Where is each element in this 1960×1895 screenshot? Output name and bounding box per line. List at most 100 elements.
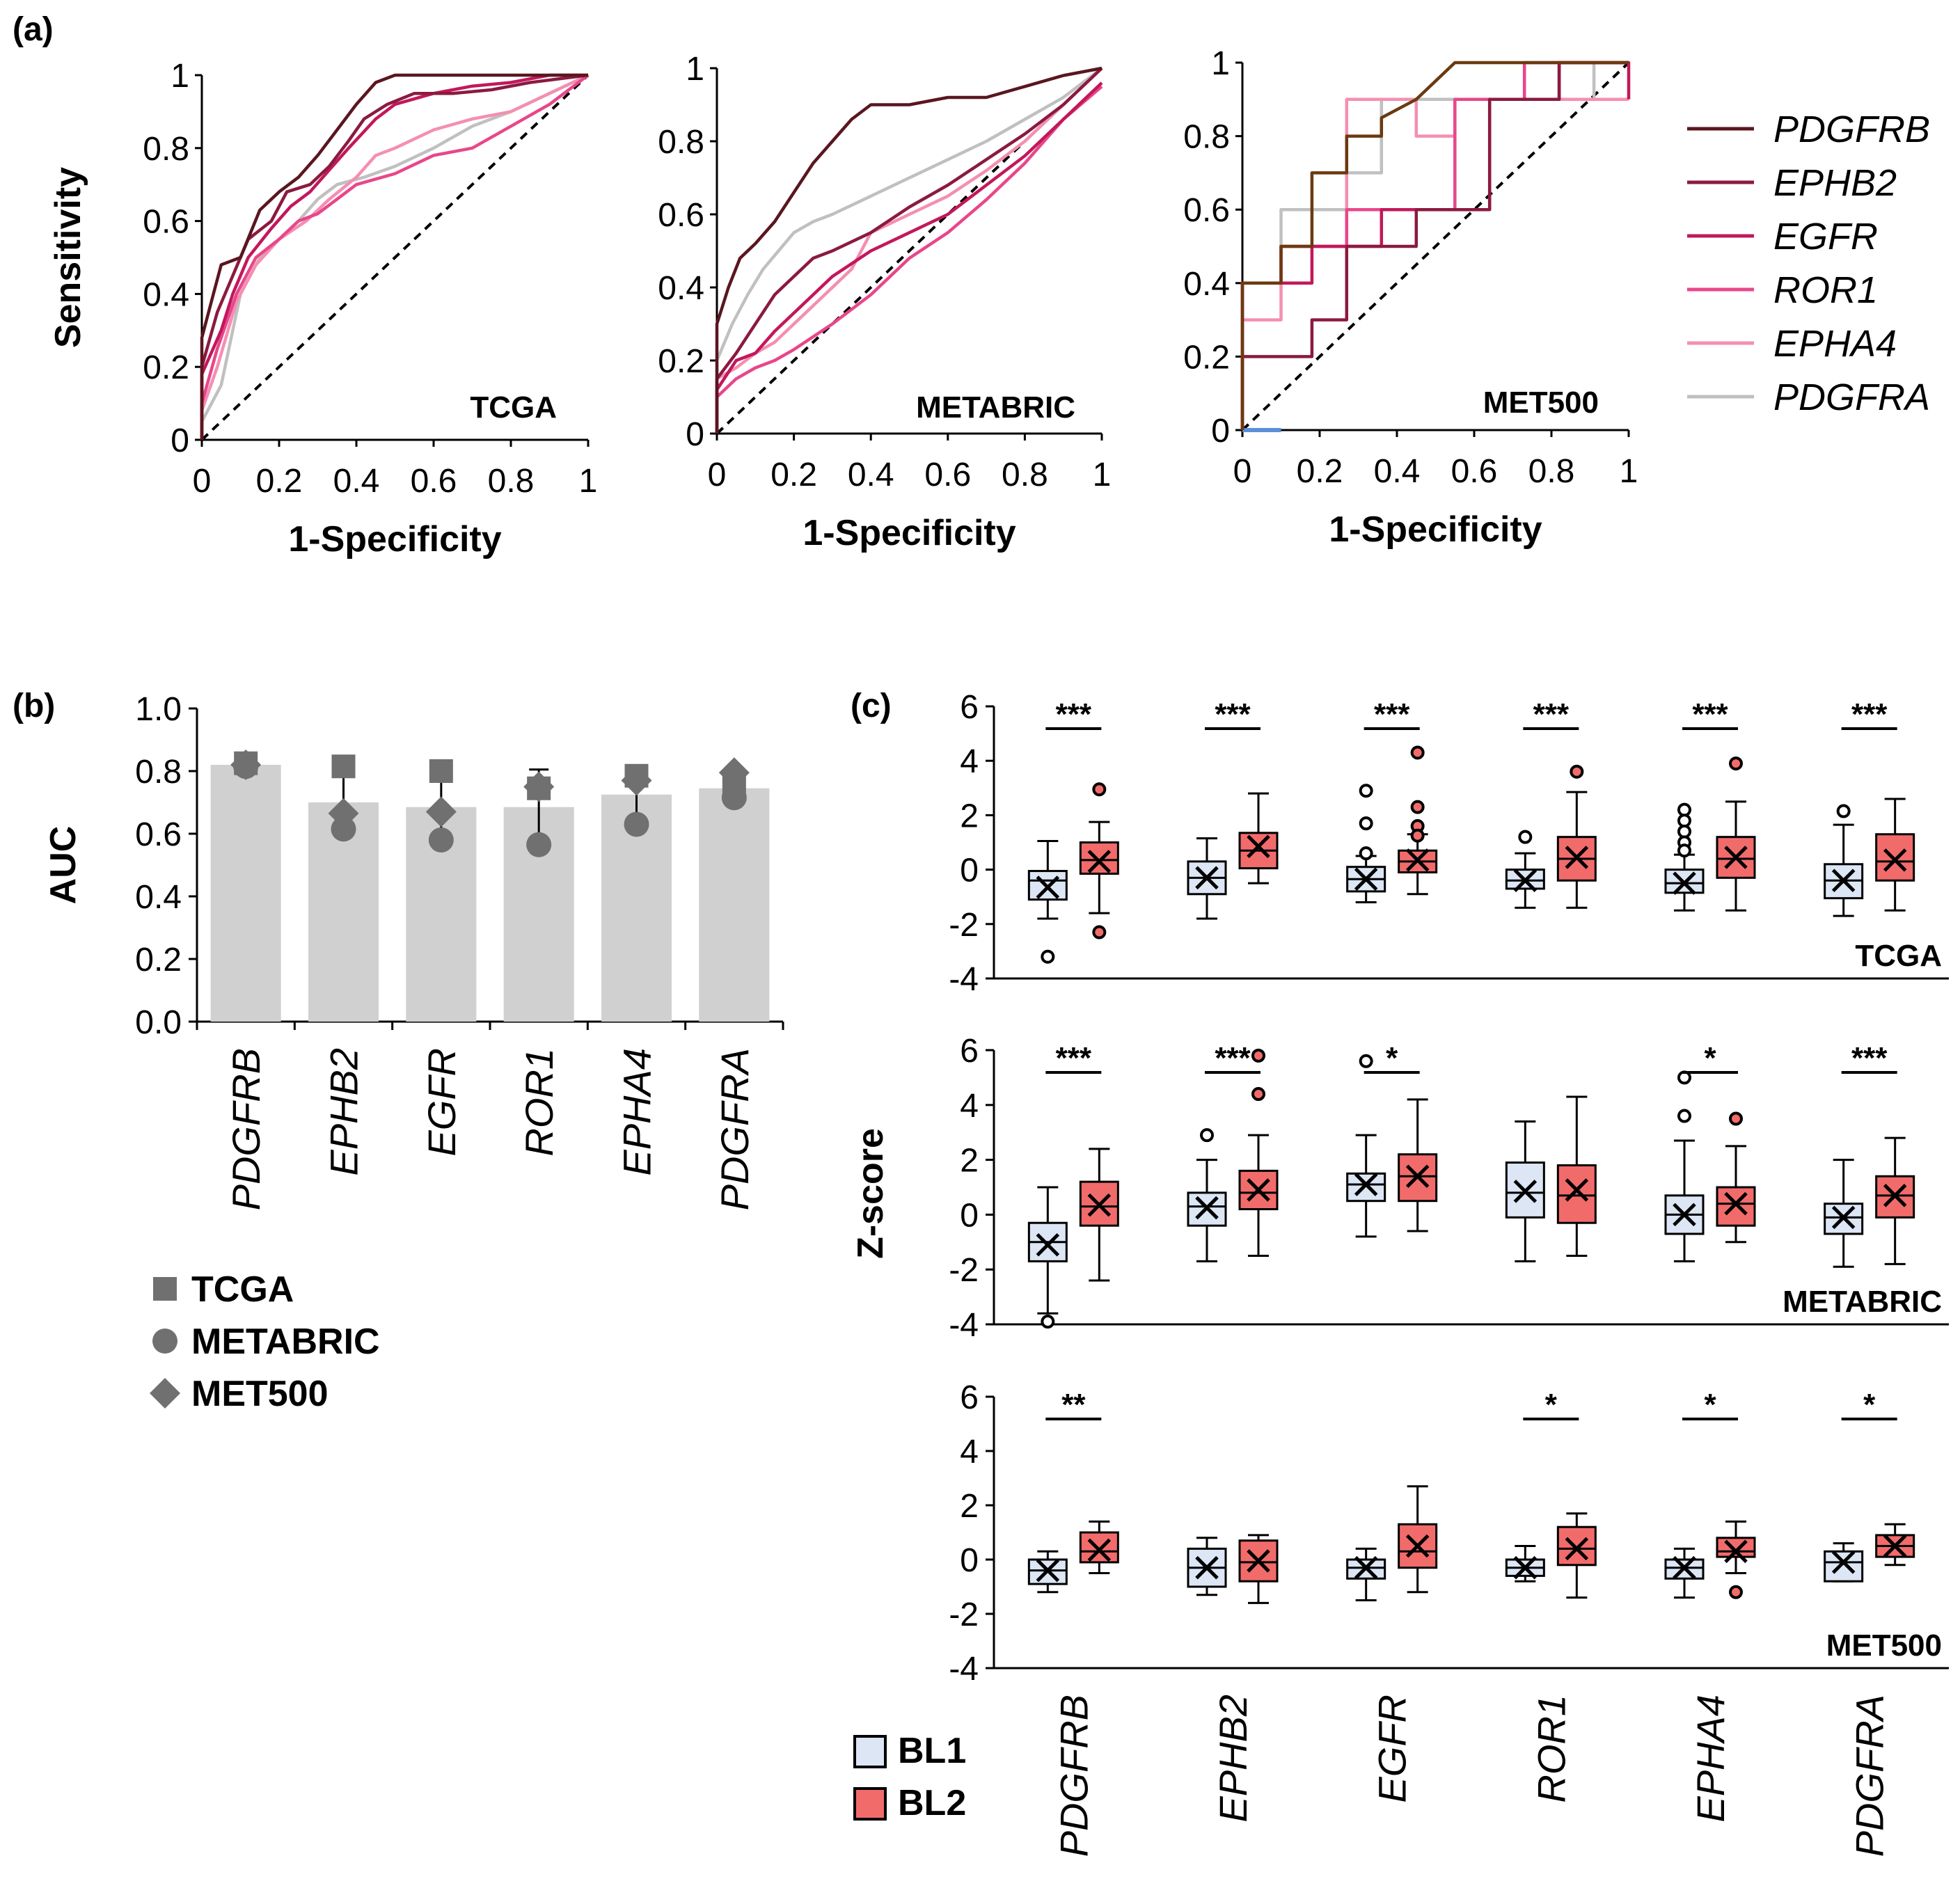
box-bl2 (1238, 1048, 1279, 1257)
box-bl1 (1505, 1545, 1545, 1583)
x-category-label: EGFR (1370, 1695, 1414, 1803)
outlier-point (1359, 816, 1373, 831)
tcga-square-marker (331, 754, 356, 779)
metabric-circle-marker (428, 827, 454, 853)
x-axis-title: 1-Specificity (288, 519, 501, 560)
mean-marker (1036, 875, 1060, 899)
roc-charts: 0 0.2 0.4 0.6 0.8 1 0 0.2 0.4 0.6 0.8 1 1-Specificit… (48, 45, 1638, 560)
legend-label: METABRIC (191, 1322, 380, 1362)
y-tick-label: 2 (960, 1143, 979, 1180)
mean-marker (1883, 1184, 1907, 1207)
x-tick-label: 0.6 (924, 457, 971, 493)
mean-marker (1565, 1537, 1589, 1561)
box-bl1 (1824, 1159, 1864, 1268)
outlier-point (1518, 830, 1533, 844)
box-bl2 (1556, 1095, 1597, 1257)
box-bl2 (1716, 756, 1756, 912)
outlier-point (1251, 1048, 1265, 1063)
roc-line-egfr (200, 73, 588, 440)
box-bl2 (1079, 1148, 1119, 1282)
significance-label: *** (1851, 1041, 1888, 1075)
box-bl1 (1346, 784, 1386, 904)
roc-line-ephb2 (715, 67, 1103, 434)
diagonal-reference-line (200, 74, 590, 441)
outlier-point (1729, 756, 1743, 771)
mean-marker (1883, 1534, 1907, 1558)
y-tick-label: 6 (960, 689, 979, 726)
box-bl1 (1505, 1120, 1545, 1262)
outlier-point (1677, 802, 1691, 817)
y-axis-title: Sensitivity (48, 167, 88, 348)
y-tick-label: 0.6 (1183, 192, 1230, 229)
mean-marker (1673, 1555, 1696, 1580)
box-bl1 (1187, 1128, 1227, 1262)
box-rect (1346, 1172, 1386, 1203)
mean-marker (1354, 1555, 1378, 1580)
y-tick-label: 1 (171, 58, 189, 95)
y-tick-label: 0.6 (135, 816, 182, 853)
x-tick-label: 0.6 (1451, 453, 1498, 490)
roc-line-ror1 (200, 74, 590, 440)
box-bl1 (1824, 804, 1864, 917)
significance-label: *** (1215, 697, 1251, 731)
box-panel-tcga: -4 -2 0 2 4 6 TCGA *** *** *** *** *** *** (949, 689, 1949, 998)
mean-marker (1831, 1551, 1856, 1574)
x-category-label: EPHB2 (1211, 1695, 1255, 1823)
mean-marker (1565, 846, 1589, 869)
panel-a-label: (a) (13, 11, 54, 48)
outlier-point (1092, 925, 1107, 939)
mean-marker (1565, 1178, 1589, 1202)
x-tick-label: 1 (579, 463, 598, 500)
x-tick-label: 0.6 (411, 463, 457, 500)
y-tick-label: 4 (960, 1088, 979, 1125)
y-tick-label: 6 (960, 1033, 979, 1070)
legend-square-marker (153, 1277, 177, 1301)
met500-diamond-marker (621, 765, 652, 796)
x-tick-label: 0 (1233, 453, 1252, 490)
x-tick-label: 0 (193, 463, 212, 500)
box-bl1 (1187, 1537, 1227, 1596)
roc-line-ephb2 (1240, 61, 1629, 430)
x-category-label: EPHA4 (1689, 1695, 1732, 1823)
outlier-point (1092, 782, 1107, 797)
outlier-point (1359, 784, 1373, 798)
x-tick-label: 0.2 (1297, 453, 1343, 490)
mean-marker (1087, 850, 1112, 873)
box-rect (1875, 833, 1915, 882)
significance-label: *** (1056, 697, 1092, 731)
box-bl2 (1716, 1111, 1756, 1244)
y-tick-label: -4 (949, 961, 979, 998)
box-bl2 (1875, 798, 1915, 912)
x-category-label: ROR1 (517, 1048, 561, 1157)
x-tick-label: 0.4 (848, 457, 894, 493)
outlier-point (1410, 828, 1425, 843)
y-tick-label: 0.8 (658, 124, 704, 161)
mean-marker (1831, 1205, 1856, 1230)
x-tick-label: 1 (1620, 453, 1638, 490)
outlier-point (1836, 804, 1851, 818)
roc-line-epha4 (715, 67, 1103, 434)
met500-diamond-marker (230, 750, 262, 780)
x-tick-label: 0.4 (333, 463, 380, 500)
outlier-point (1729, 1585, 1743, 1599)
roc-line-epha4 (200, 73, 589, 440)
outlier-point (1570, 764, 1584, 779)
met500-diamond-marker (425, 796, 457, 827)
significance-label: * (1704, 1388, 1716, 1422)
y-tick-label: 0.2 (135, 942, 182, 978)
y-tick-label: 0.4 (1183, 266, 1230, 303)
outlier-point (1359, 1054, 1373, 1068)
dataset-label: MET500 (1483, 386, 1599, 420)
panel-b-label: (b) (13, 688, 55, 724)
y-axis-title: AUC (43, 826, 84, 905)
roc-line-pdgfrb (200, 73, 588, 440)
auc-bar-pdgfra (699, 788, 770, 1022)
x-category-label: PDGFRA (713, 1048, 757, 1210)
mean-marker (1883, 848, 1907, 872)
significance-label: *** (1215, 1041, 1251, 1075)
box-bl2 (1238, 1534, 1279, 1604)
y-tick-label: -4 (949, 1651, 979, 1688)
y-tick-label: 1 (686, 51, 704, 88)
